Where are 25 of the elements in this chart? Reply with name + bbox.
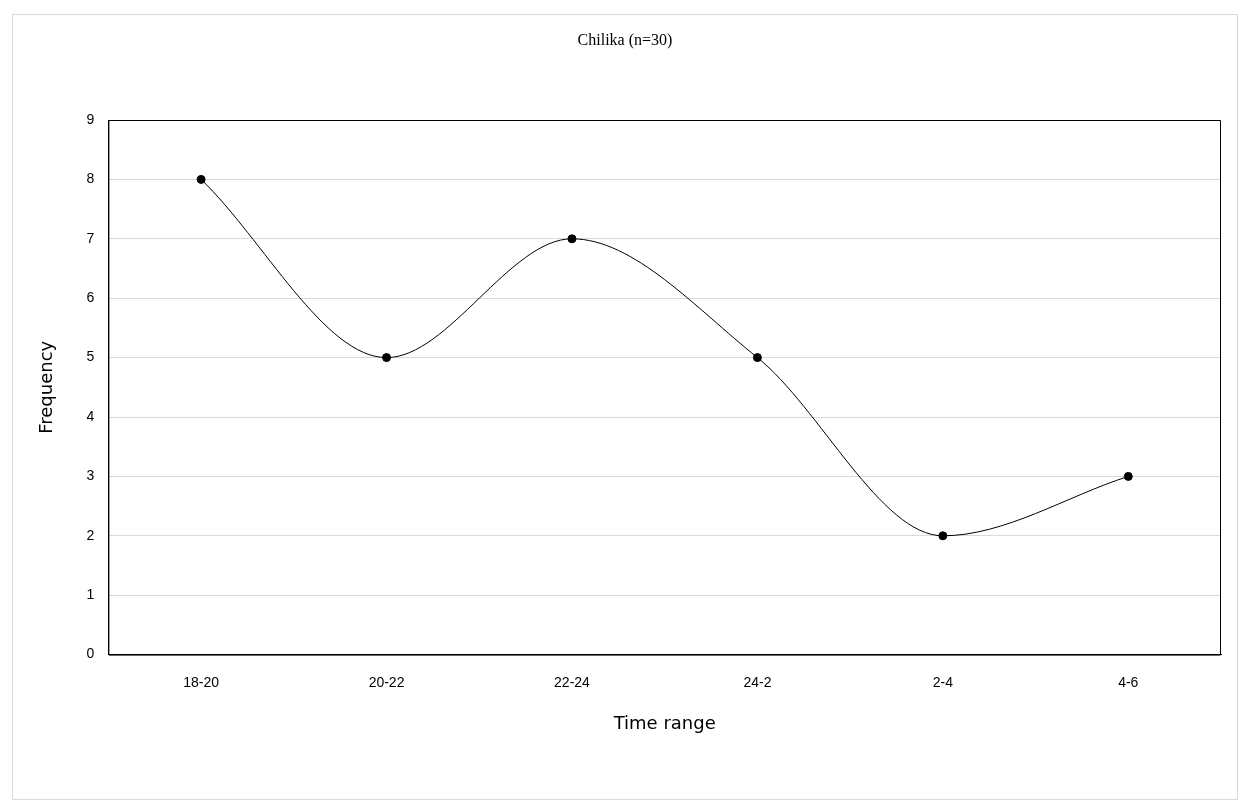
y-tick-label: 5 [86, 348, 95, 365]
chart-title: Chilika (n=30) [576, 31, 674, 49]
x-tick-label: 22-24 [554, 673, 591, 690]
point [938, 531, 948, 541]
point [382, 353, 392, 363]
y-tick-label: 4 [86, 407, 95, 424]
x-tick-label: 20-22 [368, 673, 405, 690]
y-tick-label: 7 [86, 229, 95, 246]
y-tick-label: 9 [86, 110, 95, 127]
y-tick-label: 3 [86, 467, 95, 484]
y-tick-label: 0 [86, 645, 95, 662]
x-tick-label: 2-4 [932, 673, 954, 690]
point [567, 234, 577, 244]
y-tick-label: 8 [86, 170, 95, 187]
point [196, 174, 206, 184]
x-tick-label: 4-6 [1118, 673, 1139, 690]
y-tick-label: 1 [86, 586, 95, 603]
x-tick-label: 18-20 [183, 673, 220, 690]
y-axis-title: Frequency [35, 340, 57, 434]
x-axis-title: Time range [612, 711, 716, 733]
x-tick-label: 24-2 [743, 673, 772, 690]
y-tick-label: 6 [86, 289, 95, 306]
point [752, 353, 762, 363]
y-tick-label: 2 [86, 526, 95, 543]
point [1123, 471, 1133, 481]
